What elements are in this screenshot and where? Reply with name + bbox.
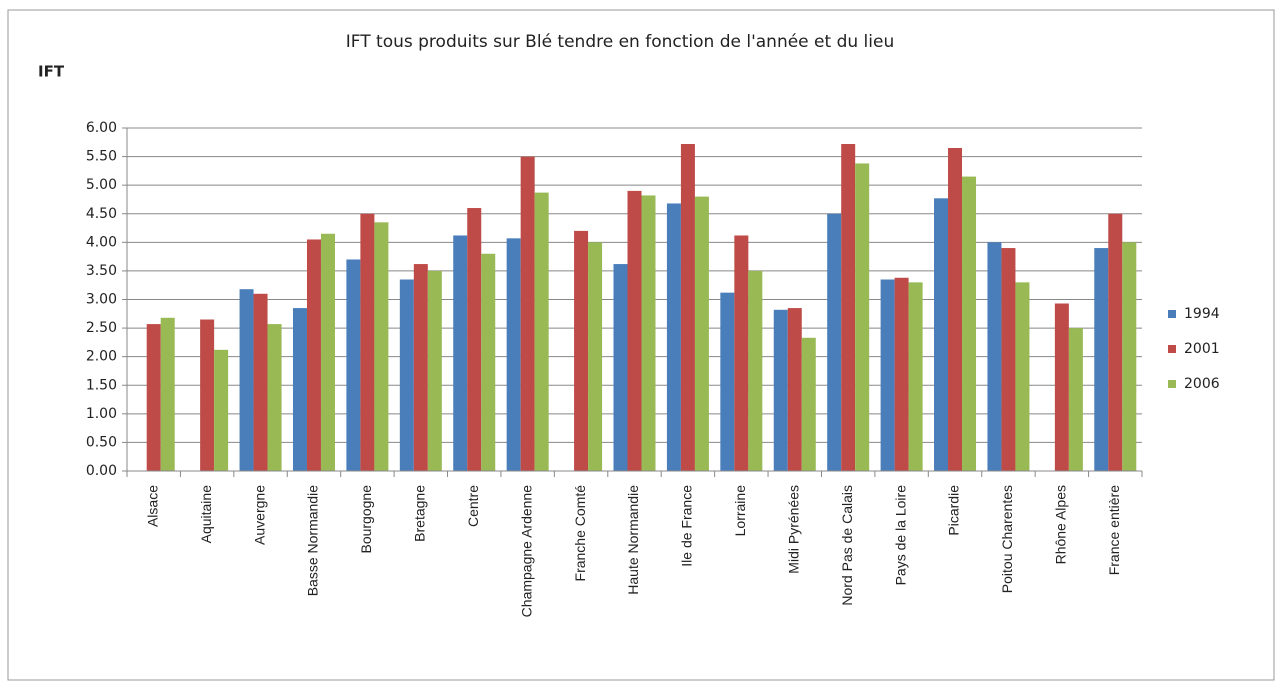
x-tick-label: Basse Normandie [305,485,321,596]
bar [962,176,977,471]
bar [880,279,895,471]
y-tick-label: 4.50 [86,206,117,222]
bar [588,242,603,471]
x-tick-label: Franche Comté [572,485,588,582]
bar [641,195,656,471]
bar [1054,303,1069,471]
x-tick-label: Pays de la Loire [892,485,908,586]
bar [987,242,1002,471]
x-tick-label: Ile de France [679,485,695,567]
x-tick-label: Rhône Alpes [1053,485,1069,564]
bar [253,293,268,471]
y-axis-label: IFT [38,63,65,81]
x-tick-label: Nord Pas de Calais [839,485,855,606]
bar [627,190,642,471]
x-tick-label: Aquitaine [198,485,214,544]
bar [346,259,361,471]
bar [534,192,549,471]
bar [427,270,442,471]
bar [306,239,321,471]
x-tick-label: Alsace [144,485,160,527]
x-tick-label: Haute Normandie [625,485,641,595]
y-tick-label: 2.00 [86,349,117,365]
legend-swatch [1168,380,1176,388]
y-tick-label: 5.50 [86,149,117,165]
bar [574,230,589,471]
bar [1068,328,1083,471]
y-tick-label: 3.00 [86,292,117,308]
bar [239,289,254,471]
x-tick-label: France entière [1106,485,1122,575]
bar [214,349,229,471]
bar [827,213,842,471]
bar [1108,213,1123,471]
bar [1094,248,1109,471]
x-tick-label: Picardie [946,485,962,536]
bar [841,144,856,472]
y-tick-label: 3.50 [86,263,117,279]
bar [374,222,389,471]
y-tick-label: 1.00 [86,406,117,422]
bar [320,233,335,471]
chart-title: IFT tous produits sur Blé tendre en fonc… [346,32,894,52]
y-tick-label: 0.00 [86,463,117,479]
y-tick-label: 0.50 [86,434,117,450]
x-tick-label: Auvergne [251,485,267,545]
bar [694,196,709,471]
y-tick-label: 6.00 [86,120,117,136]
bar [146,324,161,471]
bar [1122,242,1137,471]
x-tick-label: Bourgogne [358,485,374,554]
bar [801,337,816,471]
bar [934,198,949,471]
bar [773,309,788,471]
bar [680,144,695,472]
y-tick-label: 5.00 [86,177,117,193]
bar [467,208,482,472]
bar [855,163,870,471]
bar [613,264,628,471]
x-tick-label: Poitou Charentes [999,485,1015,593]
bar [1001,248,1016,471]
y-tick-label: 1.50 [86,377,117,393]
x-tick-label: Champagne Ardenne [518,485,534,618]
bar [1015,282,1030,471]
legend-swatch [1168,310,1176,318]
bar [453,235,468,471]
legend-label: 2006 [1184,376,1220,392]
legend-label: 1994 [1184,306,1220,322]
x-tick-label: Centre [465,485,481,527]
bar [506,238,521,471]
bar [734,235,749,471]
y-tick-label: 2.50 [86,320,117,336]
bar [292,308,307,471]
bar [948,148,963,471]
bar [481,253,496,471]
bar [360,213,375,471]
x-tick-label: Bretagne [412,485,428,542]
bar [720,292,735,471]
bar [748,270,763,471]
bar [200,319,215,471]
x-tick-label: Midi Pyrénées [785,485,801,574]
y-tick-label: 4.00 [86,234,117,250]
bar [399,279,414,471]
bar [787,308,802,471]
x-tick-label: Lorraine [732,485,748,537]
bar [894,277,909,471]
legend-swatch [1168,345,1176,353]
legend-label: 2001 [1184,341,1220,357]
bar [413,264,428,471]
bar [160,317,175,471]
bar [666,203,681,471]
bar [908,282,923,471]
bar [267,324,282,471]
bar [520,156,535,472]
